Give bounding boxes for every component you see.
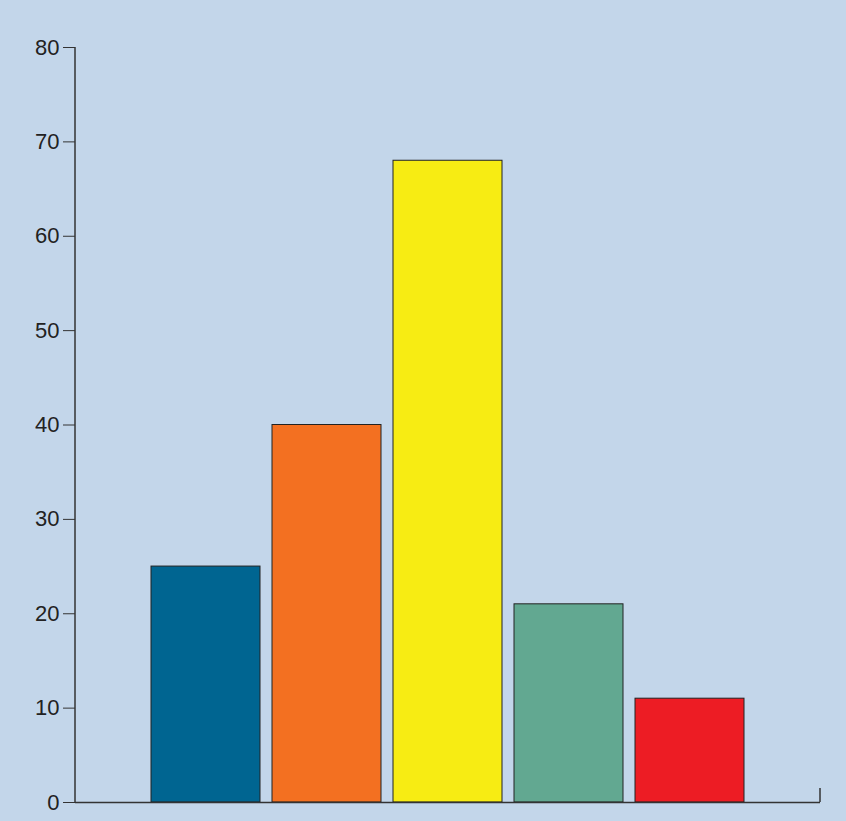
svg-text:50: 50 <box>35 318 59 343</box>
svg-text:0: 0 <box>47 790 59 815</box>
svg-text:80: 80 <box>35 35 59 60</box>
svg-text:30: 30 <box>35 506 59 531</box>
svg-text:60: 60 <box>35 223 59 248</box>
svg-text:20: 20 <box>35 601 59 626</box>
svg-text:70: 70 <box>35 129 59 154</box>
svg-text:40: 40 <box>35 412 59 437</box>
svg-text:10: 10 <box>35 695 59 720</box>
